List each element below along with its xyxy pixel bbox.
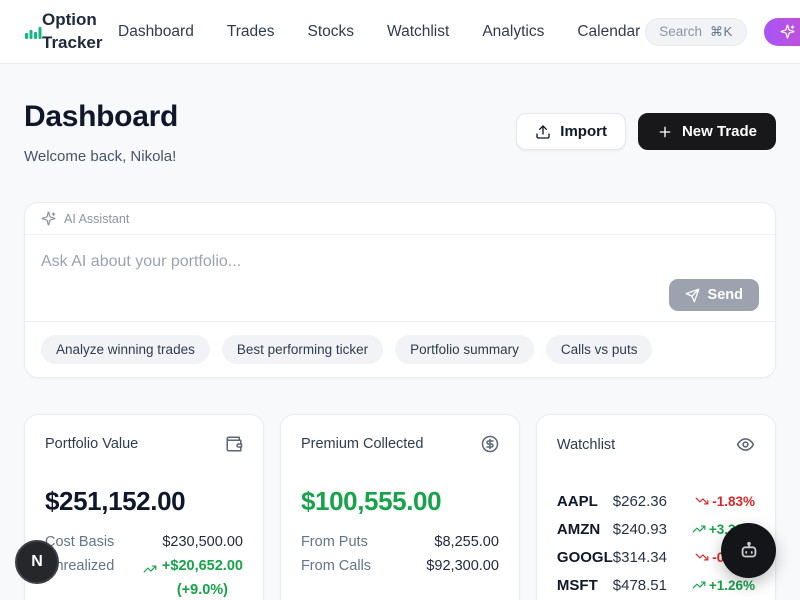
search-button[interactable]: Search ⌘K	[645, 17, 747, 46]
unrealized-row: Unrealized +$20,652.00 (+9.0%)	[45, 554, 243, 600]
avatar-initial: N	[31, 553, 43, 570]
ticker-symbol: GOOGL	[556, 548, 613, 566]
suggestion-chip-portfolio-summary[interactable]: Portfolio summary	[395, 335, 534, 364]
trending-up-icon	[143, 562, 157, 576]
watchlist-row-aapl[interactable]: AAPL $262.36 -1.83%	[557, 487, 755, 515]
upload-icon	[535, 124, 551, 140]
ai-assistant-title: AI Assistant	[64, 211, 130, 226]
page-header: Dashboard Welcome back, Nikola! Import N…	[24, 100, 776, 165]
portfolio-value-card: Portfolio Value $251,152.00 Cost Basis $…	[24, 414, 264, 600]
premium-collected-amount: $100,555.00	[300, 486, 442, 516]
new-trade-button-label: New Trade	[681, 123, 757, 140]
send-icon	[685, 288, 700, 303]
suggestion-chip-calls-vs-puts[interactable]: Calls vs puts	[545, 335, 653, 364]
ticker-symbol: MSFT	[556, 576, 598, 594]
cost-basis-row: Cost Basis $230,500.00	[45, 530, 243, 554]
trending-up-icon	[692, 522, 706, 536]
send-button-label: Send	[707, 287, 743, 303]
ticker-change: -1.83%	[712, 493, 755, 509]
trending-up-icon	[692, 578, 706, 592]
ticker-symbol: AAPL	[556, 492, 598, 510]
premium-collected-card: Premium Collected $100,555.00 From Puts …	[279, 414, 520, 600]
watchlist-row-msft[interactable]: MSFT $478.51 +1.26%	[557, 571, 755, 599]
user-avatar[interactable]: N	[15, 540, 59, 584]
ticker-symbol: AMZN	[556, 520, 601, 538]
wallet-icon	[225, 435, 243, 453]
send-button[interactable]: Send	[668, 279, 759, 311]
stats-grid: Portfolio Value $251,152.00 Cost Basis $…	[24, 414, 776, 600]
from-calls-value: $92,300.00	[426, 558, 499, 574]
nav-item-analytics[interactable]: Analytics	[482, 22, 545, 40]
top-navbar: Option Tracker Dashboard Trades Stocks W…	[0, 0, 800, 64]
brand-bar-chart-icon	[24, 23, 42, 41]
trending-down-icon	[695, 550, 709, 564]
sparkles-icon	[41, 211, 56, 226]
portfolio-value-title: Portfolio Value	[45, 436, 139, 452]
nav-item-watchlist[interactable]: Watchlist	[387, 22, 450, 40]
cost-basis-label: Cost Basis	[45, 534, 115, 550]
import-button-label: Import	[560, 123, 607, 140]
ai-suggestions: Analyze winning trades Best performing t…	[25, 321, 775, 377]
suggestion-chip-best-performing-ticker[interactable]: Best performing ticker	[221, 335, 384, 364]
unrealized-label: Unrealized	[45, 558, 115, 574]
sparkles-icon	[780, 24, 795, 39]
robot-icon	[738, 540, 760, 562]
suggestion-chip-analyze-winning-trades[interactable]: Analyze winning trades	[41, 335, 210, 364]
import-button[interactable]: Import	[516, 113, 626, 150]
ticker-change: +1.26%	[708, 577, 755, 593]
ticker-price: $240.93	[612, 520, 667, 538]
eye-icon[interactable]	[736, 435, 755, 454]
nav-item-calendar[interactable]: Calendar	[577, 22, 641, 40]
ai-chatbot-fab[interactable]	[721, 523, 776, 578]
page-title: Dashboard	[24, 100, 178, 133]
dollar-circle-icon	[481, 435, 499, 453]
cost-basis-value: $230,500.00	[162, 534, 243, 550]
ai-assistant-card: AI Assistant Send Analyze winning trades…	[24, 202, 776, 378]
trending-down-icon	[695, 494, 709, 508]
main-nav: Dashboard Trades Stocks Watchlist Analyt…	[118, 23, 640, 41]
unrealized-value: +$20,652.00	[161, 558, 243, 574]
search-label: Search	[659, 24, 703, 39]
ticker-price: $262.36	[612, 492, 667, 510]
main-content: Dashboard Welcome back, Nikola! Import N…	[0, 64, 800, 600]
from-calls-row: From Calls $92,300.00	[301, 554, 499, 578]
from-puts-value: $8,255.00	[434, 534, 499, 550]
brand-line1: Option	[42, 9, 97, 29]
premium-collected-title: Premium Collected	[300, 436, 424, 452]
from-puts-label: From Puts	[300, 534, 368, 550]
brand-line2: Tracker	[42, 32, 103, 52]
from-calls-label: From Calls	[300, 558, 372, 574]
watchlist-title: Watchlist	[556, 436, 616, 453]
ticker-price: $314.34	[612, 548, 667, 566]
portfolio-value-amount: $251,152.00	[45, 486, 186, 516]
power-button[interactable]: Pow	[763, 17, 800, 46]
watchlist-rows: AAPL $262.36 -1.83% AMZN $240.93	[557, 487, 755, 600]
ai-prompt-input[interactable]	[25, 235, 775, 321]
nav-item-trades[interactable]: Trades	[226, 22, 275, 40]
from-puts-row: From Puts $8,255.00	[301, 530, 499, 554]
ai-assistant-header: AI Assistant	[25, 203, 775, 235]
ticker-price: $478.51	[612, 576, 667, 594]
unrealized-percent: (+9.0%)	[176, 582, 229, 598]
plus-icon	[657, 124, 673, 140]
nav-item-stocks[interactable]: Stocks	[307, 22, 355, 40]
brand-logo[interactable]: Option Tracker	[42, 9, 104, 55]
nav-item-dashboard[interactable]: Dashboard	[118, 22, 194, 40]
new-trade-button[interactable]: New Trade	[637, 113, 776, 150]
welcome-message: Welcome back, Nikola!	[24, 148, 177, 165]
search-shortcut: ⌘K	[710, 23, 733, 39]
